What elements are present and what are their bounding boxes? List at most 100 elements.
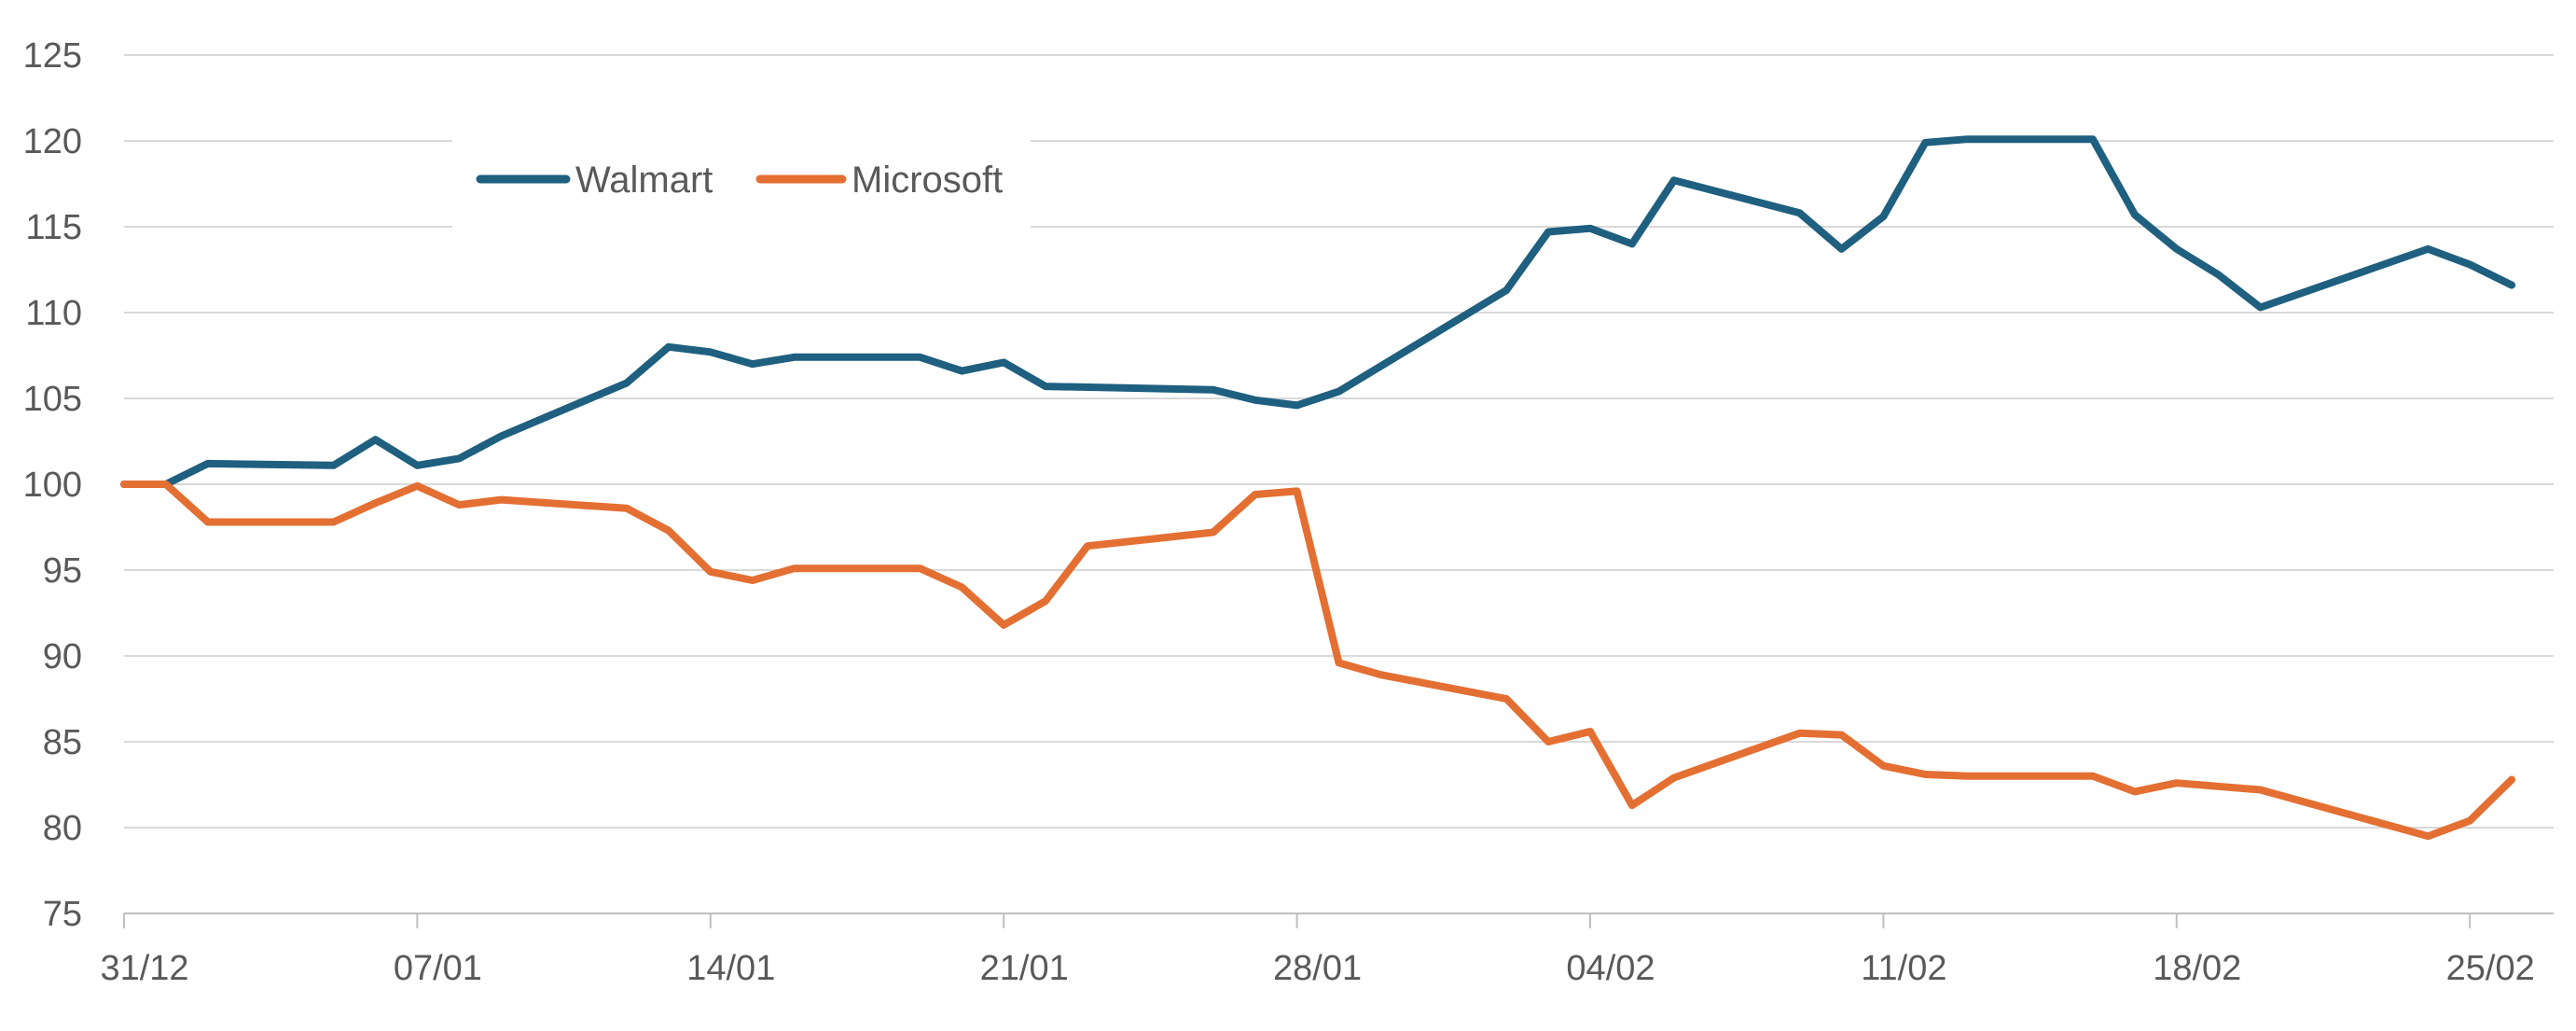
data-point-microsoft — [2424, 832, 2431, 840]
data-point-microsoft — [2508, 776, 2515, 784]
data-point-walmart — [2466, 261, 2473, 269]
data-point-walmart — [1000, 358, 1007, 366]
data-point-microsoft — [372, 499, 380, 507]
data-point-microsoft — [1963, 773, 1971, 780]
y-tick-label: 120 — [23, 122, 82, 161]
data-point-walmart — [1838, 245, 1846, 253]
data-point-walmart — [1503, 286, 1510, 294]
x-tick-label: 28/01 — [1273, 949, 1362, 988]
data-point-microsoft — [707, 568, 714, 576]
data-point-walmart — [413, 462, 421, 469]
data-point-microsoft — [497, 496, 505, 504]
data-point-walmart — [1963, 135, 1971, 143]
data-point-microsoft — [1377, 671, 1384, 678]
x-tick-label: 11/02 — [1861, 949, 1946, 988]
data-point-walmart — [204, 460, 212, 467]
y-tick-label: 80 — [43, 809, 82, 848]
series-line-walmart — [120, 135, 2516, 488]
data-point-walmart — [2131, 211, 2139, 218]
data-point-walmart — [1042, 383, 1049, 390]
data-point-walmart — [1252, 397, 1259, 404]
data-point-walmart — [330, 462, 338, 469]
y-tick-label: 90 — [43, 637, 82, 676]
data-point-microsoft — [2089, 773, 2097, 780]
data-point-microsoft — [1544, 738, 1552, 745]
data-point-microsoft — [1294, 487, 1301, 495]
x-tick-label: 07/01 — [394, 949, 482, 988]
data-point-walmart — [1336, 388, 1343, 396]
data-point-microsoft — [1042, 597, 1049, 605]
data-point-microsoft — [1210, 529, 1217, 536]
data-point-microsoft — [204, 519, 212, 526]
data-point-microsoft — [2257, 787, 2264, 794]
data-point-microsoft — [1879, 762, 1887, 770]
data-point-microsoft — [162, 481, 170, 488]
legend-label-walmart: Walmart — [575, 160, 713, 201]
legend: Walmart Microsoft — [452, 138, 1031, 228]
x-tick-label: 21/01 — [980, 949, 1069, 988]
data-point-walmart — [1921, 139, 1929, 146]
legend-label-microsoft: Microsoft — [852, 160, 1003, 201]
data-point-walmart — [372, 436, 380, 443]
data-point-microsoft — [2131, 787, 2139, 795]
data-point-microsoft — [791, 564, 798, 572]
data-point-microsoft — [1586, 728, 1594, 735]
data-point-walmart — [2424, 245, 2431, 253]
data-point-microsoft — [330, 519, 338, 526]
x-axis-ticks: 31/12 07/01 14/01 21/01 28/01 04/02 11/02 18/02… — [100, 913, 2535, 988]
data-point-walmart — [958, 368, 965, 375]
data-point-microsoft — [1670, 774, 1678, 782]
data-point-microsoft — [916, 564, 923, 572]
x-tick-label: 25/02 — [2446, 949, 2535, 988]
data-point-microsoft — [749, 577, 756, 584]
data-point-walmart — [791, 354, 798, 361]
data-point-walmart — [665, 343, 672, 351]
data-point-microsoft — [413, 482, 421, 490]
y-tick-label: 85 — [43, 723, 82, 762]
data-point-walmart — [1879, 213, 1887, 220]
data-point-walmart — [916, 354, 923, 361]
y-tick-label: 115 — [25, 208, 82, 247]
data-point-walmart — [2508, 282, 2515, 289]
data-point-walmart — [1210, 386, 1217, 394]
data-point-microsoft — [1000, 621, 1007, 629]
x-tick-label: 14/01 — [686, 949, 775, 988]
gridlines — [124, 54, 2554, 829]
data-point-microsoft — [958, 583, 965, 591]
x-tick-label: 18/02 — [2153, 949, 2241, 988]
data-point-walmart — [1628, 240, 1636, 247]
data-point-microsoft — [1336, 659, 1343, 666]
data-point-microsoft — [1628, 801, 1636, 809]
data-point-microsoft — [455, 501, 463, 509]
data-point-walmart — [1670, 176, 1678, 184]
series-lines — [120, 135, 2516, 841]
data-point-walmart — [1544, 229, 1552, 236]
series-line-microsoft — [120, 481, 2516, 841]
y-tick-label: 110 — [25, 294, 82, 333]
data-point-microsoft — [1838, 731, 1846, 739]
data-point-microsoft — [2173, 779, 2181, 787]
data-point-walmart — [2089, 135, 2097, 143]
data-point-walmart — [497, 433, 505, 440]
x-tick-label: 31/12 — [100, 949, 188, 988]
x-tick-label: 04/02 — [1566, 949, 1655, 988]
data-point-microsoft — [1921, 771, 1929, 778]
data-point-walmart — [1294, 401, 1301, 409]
data-point-walmart — [1586, 225, 1594, 232]
y-axis-ticks: 75 80 85 90 95 100 105 110 115 120 125 — [23, 36, 82, 934]
y-tick-label: 75 — [43, 895, 82, 934]
data-point-walmart — [455, 454, 463, 462]
data-point-walmart — [1796, 209, 1804, 216]
data-point-walmart — [749, 360, 756, 368]
data-point-microsoft — [665, 527, 672, 535]
data-point-microsoft — [1503, 695, 1510, 703]
y-tick-label: 105 — [23, 380, 82, 419]
y-tick-label: 100 — [23, 466, 82, 505]
data-point-walmart — [2215, 272, 2223, 279]
data-point-walmart — [707, 348, 714, 355]
data-point-walmart — [2173, 245, 2181, 253]
y-tick-label: 95 — [43, 551, 82, 591]
y-tick-label: 125 — [23, 36, 82, 76]
data-point-microsoft — [1084, 542, 1091, 550]
